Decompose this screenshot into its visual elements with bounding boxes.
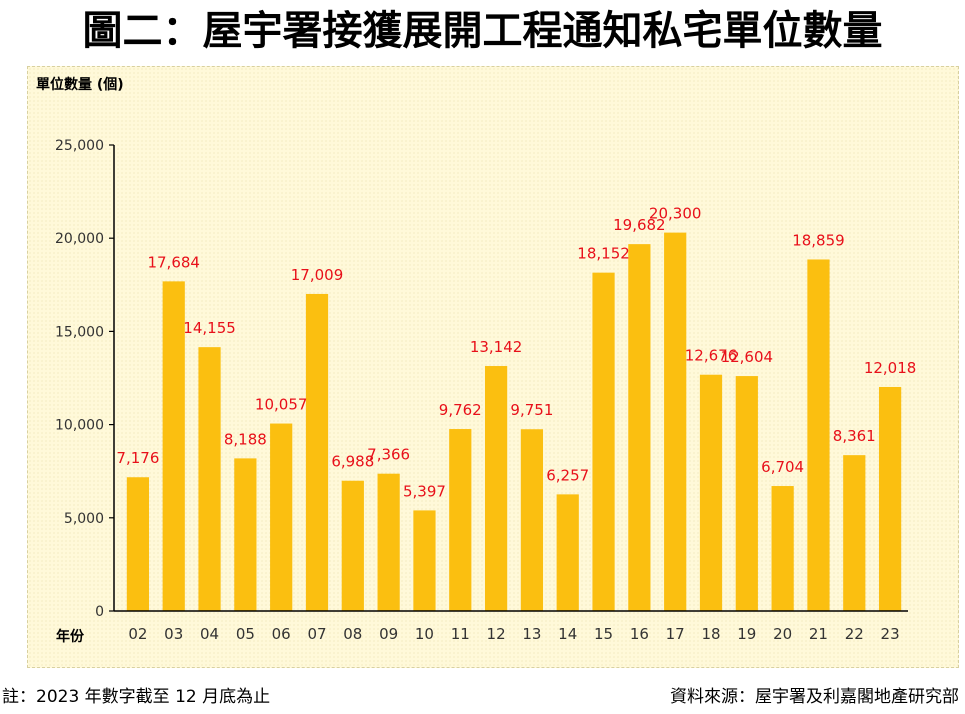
x-tick-label-11: 11 [451,625,470,643]
bar-13 [520,429,544,611]
x-axis-labels: 02 03 04 05 06 07 08 09 10 11 12 13 14 15 16 17 18 19 20 21… [128,625,899,643]
data-label-18: 12,676 [685,347,738,365]
bar-09 [377,473,400,611]
x-tick-label-10: 10 [415,625,434,643]
bar-16 [628,244,651,611]
y-tick-label: 20,000 [55,231,104,247]
data-label-10: 5,397 [403,482,446,500]
x-tick-label-18: 18 [701,625,720,643]
x-tick-label-17: 17 [666,625,685,643]
chart-panel: 單位數量 (個) 0 5,000 10,000 15,000 20,000 25,000 … [27,66,959,668]
bar-17 [664,232,687,612]
bars-group [126,232,902,612]
data-label-05: 8,188 [224,430,267,448]
x-tick-label-09: 09 [379,625,398,643]
x-tick-label-23: 23 [881,625,900,643]
bar-19 [735,376,758,611]
bar-02 [126,477,150,611]
footnote: 註：2023 年數字截至 12 月底為止 [2,687,271,707]
data-label-07: 17,009 [291,266,344,284]
data-label-22: 8,361 [833,427,876,445]
x-tick-label-04: 04 [200,625,219,643]
bar-21 [807,259,830,611]
data-label-11: 9,762 [439,401,482,419]
data-label-08: 6,988 [331,453,374,471]
x-tick-label-06: 06 [272,625,291,643]
data-label-09: 7,366 [367,446,410,464]
x-tick-label-12: 12 [487,625,506,643]
bar-14 [556,494,579,611]
data-label-17: 20,300 [649,205,702,223]
x-tick-label-08: 08 [343,625,362,643]
data-label-15: 18,152 [577,245,630,263]
bar-20 [771,486,794,611]
data-label-12: 13,142 [470,338,523,356]
bar-11 [449,429,472,611]
x-tick-label-19: 19 [737,625,756,643]
y-axis-title: 單位數量 (個) [36,76,124,93]
x-tick-label-07: 07 [307,625,326,643]
bar-03 [162,281,185,611]
y-tick-label: 15,000 [55,324,104,340]
data-label-04: 14,155 [183,319,236,337]
y-tick-label: 10,000 [55,418,104,434]
data-label-14: 6,257 [546,466,589,484]
bar-10 [413,510,436,611]
data-label-02: 7,176 [116,449,159,467]
bar-06 [270,423,293,611]
bar-05 [234,458,257,611]
x-tick-label-14: 14 [558,625,577,643]
bar-23 [878,386,902,611]
source-note: 資料來源：屋宇署及利嘉閣地產研究部 [670,687,959,707]
bar-08 [341,480,364,611]
bar-04 [198,347,221,611]
data-labels-group: 7,176 17,684 14,155 8,188 10,057 17,009 6,9887… [116,205,916,501]
bar-12 [484,366,508,611]
x-tick-label-15: 15 [594,625,613,643]
data-label-13: 9,751 [510,401,553,419]
x-tick-label-22: 22 [845,625,864,643]
x-axis-title: 年份 [56,628,85,645]
data-label-19: 12,604 [721,348,774,366]
chart-title: 圖二：屋宇署接獲展開工程通知私宅單位數量 [82,8,883,54]
x-tick-label-05: 05 [236,625,255,643]
data-label-23: 12,018 [864,359,917,377]
x-tick-label-21: 21 [809,625,828,643]
x-tick-label-02: 02 [128,625,147,643]
data-label-03: 17,684 [147,253,200,271]
data-label-16: 19,682 [613,216,666,234]
x-tick-label-13: 13 [522,625,541,643]
y-tick-label: 25,000 [55,138,104,154]
y-tick-label: 5,000 [64,511,104,527]
data-label-21: 18,859 [792,231,845,249]
y-tick-label: 0 [95,604,104,620]
bar-15 [592,272,615,611]
bar-chart: 單位數量 (個) 05,00010,00015,00020,00025,000 … [36,76,916,645]
x-tick-label-16: 16 [630,625,649,643]
data-label-06: 10,057 [255,396,308,414]
y-axis-ticks: 0 5,000 10,000 15,000 20,000 25,000 [55,138,114,620]
bar-22 [843,455,866,611]
bar-07 [305,293,329,611]
x-tick-label-20: 20 [773,625,792,643]
bar-18 [699,374,723,611]
x-tick-label-03: 03 [164,625,183,643]
data-label-20: 6,704 [761,458,804,476]
